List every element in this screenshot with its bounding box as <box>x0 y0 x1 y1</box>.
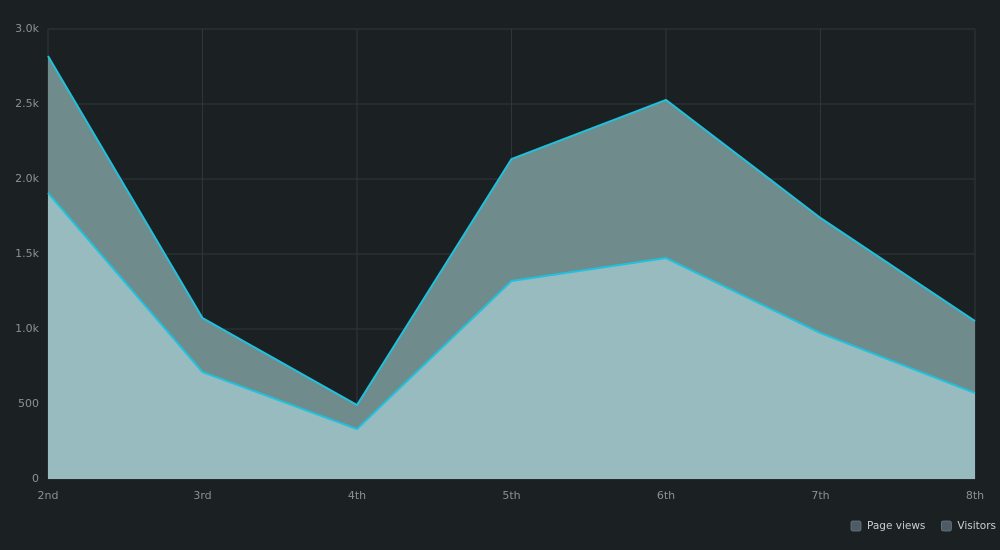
legend-label[interactable]: Page views <box>867 520 925 532</box>
legend-item[interactable]: Page views <box>850 520 925 532</box>
x-tick-label: 5th <box>502 489 520 502</box>
y-tick-label: 500 <box>18 397 39 410</box>
x-tick-label: 6th <box>657 489 675 502</box>
y-tick-label: 2.0k <box>15 172 39 185</box>
area <box>48 192 975 479</box>
x-tick-label: 2nd <box>38 489 59 502</box>
line <box>47 55 976 407</box>
x-tick-label: 4th <box>348 489 366 502</box>
x-tick-label: 8th <box>966 489 984 502</box>
legend-label[interactable]: Visitors <box>957 520 996 532</box>
y-tick-label: 2.5k <box>15 97 39 110</box>
x-tick-label: 7th <box>811 489 829 502</box>
legend-checkbox[interactable] <box>850 520 862 532</box>
y-tick-label: 1.5k <box>15 247 39 260</box>
legend-item[interactable]: Visitors <box>941 520 996 532</box>
line <box>47 192 976 431</box>
y-tick-label: 3.0k <box>15 22 39 35</box>
legend: Page views Visitors <box>850 520 996 532</box>
x-tick-label: 3rd <box>193 489 211 502</box>
y-tick-label: 1.0k <box>15 322 39 335</box>
legend-checkbox[interactable] <box>941 520 952 532</box>
y-tick-label: 0 <box>32 472 39 485</box>
